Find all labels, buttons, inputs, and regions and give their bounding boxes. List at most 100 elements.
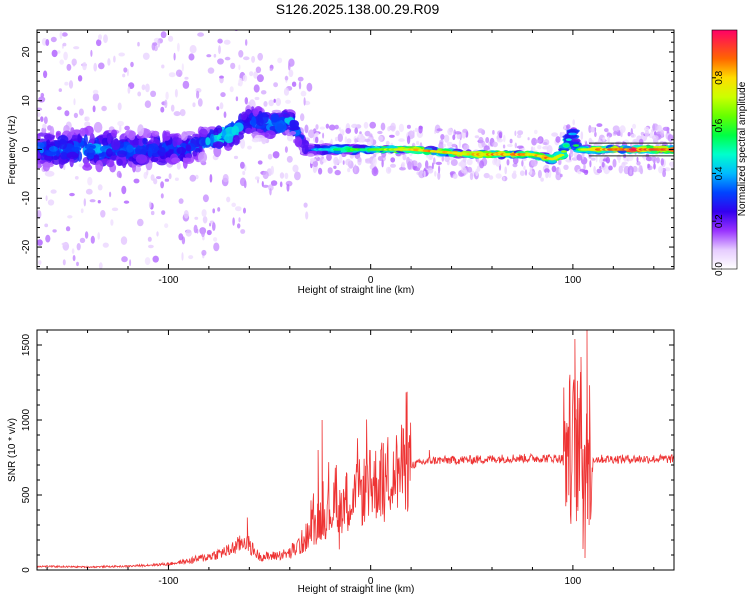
noise-blob bbox=[73, 112, 78, 119]
noise-blob bbox=[387, 126, 391, 132]
noise-blob bbox=[148, 201, 152, 209]
noise-blob bbox=[474, 135, 480, 139]
noise-blob bbox=[254, 176, 260, 181]
ridge-blob bbox=[37, 133, 41, 144]
noise-blob bbox=[645, 156, 653, 162]
noise-blob bbox=[257, 52, 264, 61]
noise-blob bbox=[238, 50, 244, 58]
noise-blob bbox=[97, 232, 100, 240]
noise-blob bbox=[389, 134, 395, 138]
noise-blob bbox=[488, 175, 494, 180]
noise-blob bbox=[51, 49, 58, 58]
noise-blob bbox=[407, 161, 412, 170]
noise-blob bbox=[168, 35, 174, 42]
noise-blob bbox=[572, 119, 575, 126]
noise-blob bbox=[40, 116, 44, 122]
ridge-blob bbox=[137, 124, 144, 137]
ridge-blob bbox=[231, 125, 240, 137]
ridge-blob bbox=[83, 134, 88, 147]
noise-blob bbox=[286, 183, 290, 192]
ridge-blob bbox=[321, 150, 329, 155]
noise-blob bbox=[196, 90, 200, 99]
noise-blob bbox=[531, 137, 537, 146]
noise-blob bbox=[90, 235, 95, 244]
noise-blob bbox=[82, 61, 87, 71]
noise-blob bbox=[273, 82, 278, 88]
noise-blob bbox=[369, 121, 377, 129]
noise-blob bbox=[145, 83, 150, 93]
noise-blob bbox=[76, 261, 79, 267]
noise-blob bbox=[92, 93, 100, 102]
noise-blob bbox=[83, 198, 87, 207]
noise-blob bbox=[315, 136, 319, 144]
noise-blob bbox=[539, 137, 543, 143]
noise-blob bbox=[72, 255, 76, 262]
noise-blob bbox=[150, 174, 155, 181]
noise-blob bbox=[116, 170, 122, 178]
noise-blob bbox=[63, 51, 68, 61]
noise-blob bbox=[318, 167, 323, 175]
noise-blob bbox=[235, 206, 242, 212]
ridge-blob bbox=[79, 127, 86, 137]
colorbar-tick-label: 0.6 bbox=[714, 118, 725, 132]
ridge-blob bbox=[254, 124, 266, 129]
noise-blob bbox=[178, 198, 184, 204]
noise-blob bbox=[71, 58, 77, 66]
noise-blob bbox=[373, 153, 377, 158]
noise-blob bbox=[319, 126, 325, 130]
noise-blob bbox=[608, 165, 613, 171]
noise-blob bbox=[551, 132, 558, 137]
noise-blob bbox=[217, 24, 223, 30]
ridge-blob bbox=[69, 156, 74, 168]
x-tick-label: 0 bbox=[368, 275, 374, 286]
noise-blob bbox=[87, 176, 93, 186]
noise-blob bbox=[279, 172, 285, 179]
noise-blob bbox=[168, 173, 172, 180]
ridge-blob bbox=[77, 133, 82, 144]
noise-blob bbox=[342, 160, 345, 165]
noise-blob bbox=[37, 239, 43, 246]
ridge-blob bbox=[274, 121, 287, 133]
noise-blob bbox=[612, 158, 617, 168]
noise-blob bbox=[466, 158, 473, 166]
noise-blob bbox=[660, 158, 664, 166]
noise-blob bbox=[618, 165, 623, 174]
ridge-core bbox=[563, 144, 570, 147]
noise-blob bbox=[364, 138, 371, 143]
noise-blob bbox=[542, 146, 549, 150]
noise-blob bbox=[213, 237, 218, 242]
ridge-blob bbox=[117, 150, 127, 158]
noise-blob bbox=[173, 111, 181, 117]
noise-blob bbox=[255, 66, 262, 74]
noise-blob bbox=[269, 188, 272, 196]
noise-blob bbox=[109, 191, 112, 198]
noise-blob bbox=[283, 87, 290, 96]
noise-blob bbox=[124, 125, 130, 131]
noise-blob bbox=[517, 130, 524, 136]
noise-blob bbox=[197, 98, 203, 107]
noise-blob bbox=[303, 97, 306, 106]
noise-blob bbox=[417, 162, 422, 169]
noise-blob bbox=[660, 129, 664, 137]
noise-blob bbox=[121, 256, 128, 263]
ridge-blob bbox=[183, 157, 192, 163]
noise-blob bbox=[100, 210, 106, 218]
noise-blob bbox=[185, 229, 192, 237]
y-tick-label: -10 bbox=[21, 191, 32, 206]
y-tick-label: 1500 bbox=[21, 333, 32, 356]
noise-blob bbox=[519, 170, 525, 176]
ridge-blob bbox=[194, 148, 201, 153]
noise-blob bbox=[514, 142, 517, 149]
noise-blob bbox=[164, 99, 168, 109]
noise-blob bbox=[233, 155, 239, 160]
ridge-blob bbox=[44, 170, 55, 177]
noise-blob bbox=[644, 129, 650, 138]
noise-blob bbox=[529, 166, 533, 176]
noise-blob bbox=[530, 159, 538, 167]
noise-blob bbox=[632, 123, 637, 129]
noise-blob bbox=[275, 97, 281, 107]
ridge-blob bbox=[158, 146, 166, 157]
noise-blob bbox=[270, 165, 274, 175]
ridge-core bbox=[565, 138, 572, 141]
noise-blob bbox=[359, 131, 362, 135]
